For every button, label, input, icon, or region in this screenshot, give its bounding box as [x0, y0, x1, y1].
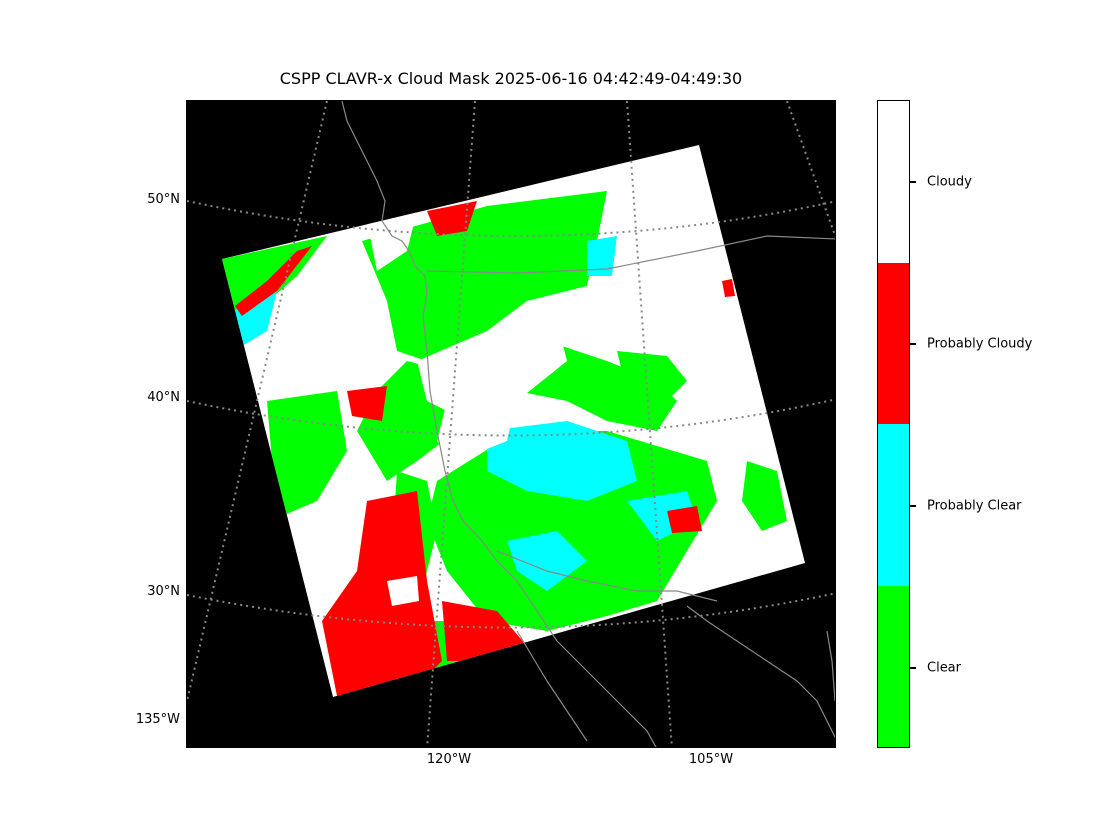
coastline	[422, 315, 657, 747]
colorbar-segment-probably-cloudy	[878, 262, 909, 424]
probably-cloudy-region	[722, 279, 735, 297]
probably-cloudy-region	[235, 246, 312, 316]
colorbar-tick	[910, 667, 916, 669]
lat-label-30n: 30°N	[147, 584, 180, 599]
cloudy-region	[437, 396, 517, 461]
colorbar-segment-probably-clear	[878, 424, 909, 586]
colorbar-label-clear: Clear	[927, 660, 961, 676]
cloudy-region	[417, 321, 567, 421]
colorbar-label-cloudy: Cloudy	[927, 174, 972, 190]
clear-region	[427, 431, 717, 631]
coastline	[341, 101, 428, 317]
clear-region	[267, 391, 347, 516]
border-us-mexico	[496, 550, 718, 602]
meridian-105w	[786, 101, 835, 239]
lat-label-50n: 50°N	[147, 192, 180, 207]
probably-cloudy-region	[322, 491, 442, 696]
probably-clear-region	[232, 291, 277, 346]
colorbar-tick	[910, 343, 916, 345]
probably-cloudy-region	[442, 601, 527, 661]
probably-clear-region	[587, 236, 617, 276]
probably-cloudy-region	[347, 386, 387, 421]
lon-label-135w: 135°W	[135, 712, 180, 727]
coastline	[826, 630, 835, 702]
coastline	[516, 630, 588, 742]
cloudy-region	[387, 576, 419, 606]
colorbar-label-probably-clear: Probably Clear	[927, 498, 1022, 514]
graticule	[187, 101, 835, 747]
clear-region	[617, 351, 687, 401]
border-us-canada	[426, 235, 835, 274]
colorbar-segment-clear	[878, 585, 909, 747]
colorbar-label-probably-cloudy: Probably Cloudy	[927, 336, 1033, 352]
colorbar	[877, 100, 910, 748]
meridian-115w	[626, 101, 673, 747]
colorbar-tick	[910, 181, 916, 183]
colorbar-segment-cloudy	[878, 101, 909, 263]
meridian-135w	[187, 101, 328, 702]
map-canvas	[187, 101, 835, 747]
lat-label-40n: 40°N	[147, 390, 180, 405]
cloudy-region	[597, 271, 667, 346]
cloud-mask-map	[186, 100, 836, 748]
coastline	[686, 605, 835, 739]
cloudy-region	[367, 211, 417, 271]
map-title: CSPP CLAVR-x Cloud Mask 2025-06-16 04:42…	[279, 69, 743, 88]
clear-region	[742, 461, 787, 531]
probably-cloudy-region	[427, 201, 477, 236]
coastlines	[341, 101, 835, 747]
probably-cloudy-region	[667, 506, 702, 533]
probably-clear-region	[487, 421, 637, 501]
lon-label-120w: 120°W	[426, 752, 472, 767]
meridian-125w	[426, 101, 476, 747]
colorbar-tick	[910, 505, 916, 507]
lon-label-105w: 105°W	[688, 752, 734, 767]
